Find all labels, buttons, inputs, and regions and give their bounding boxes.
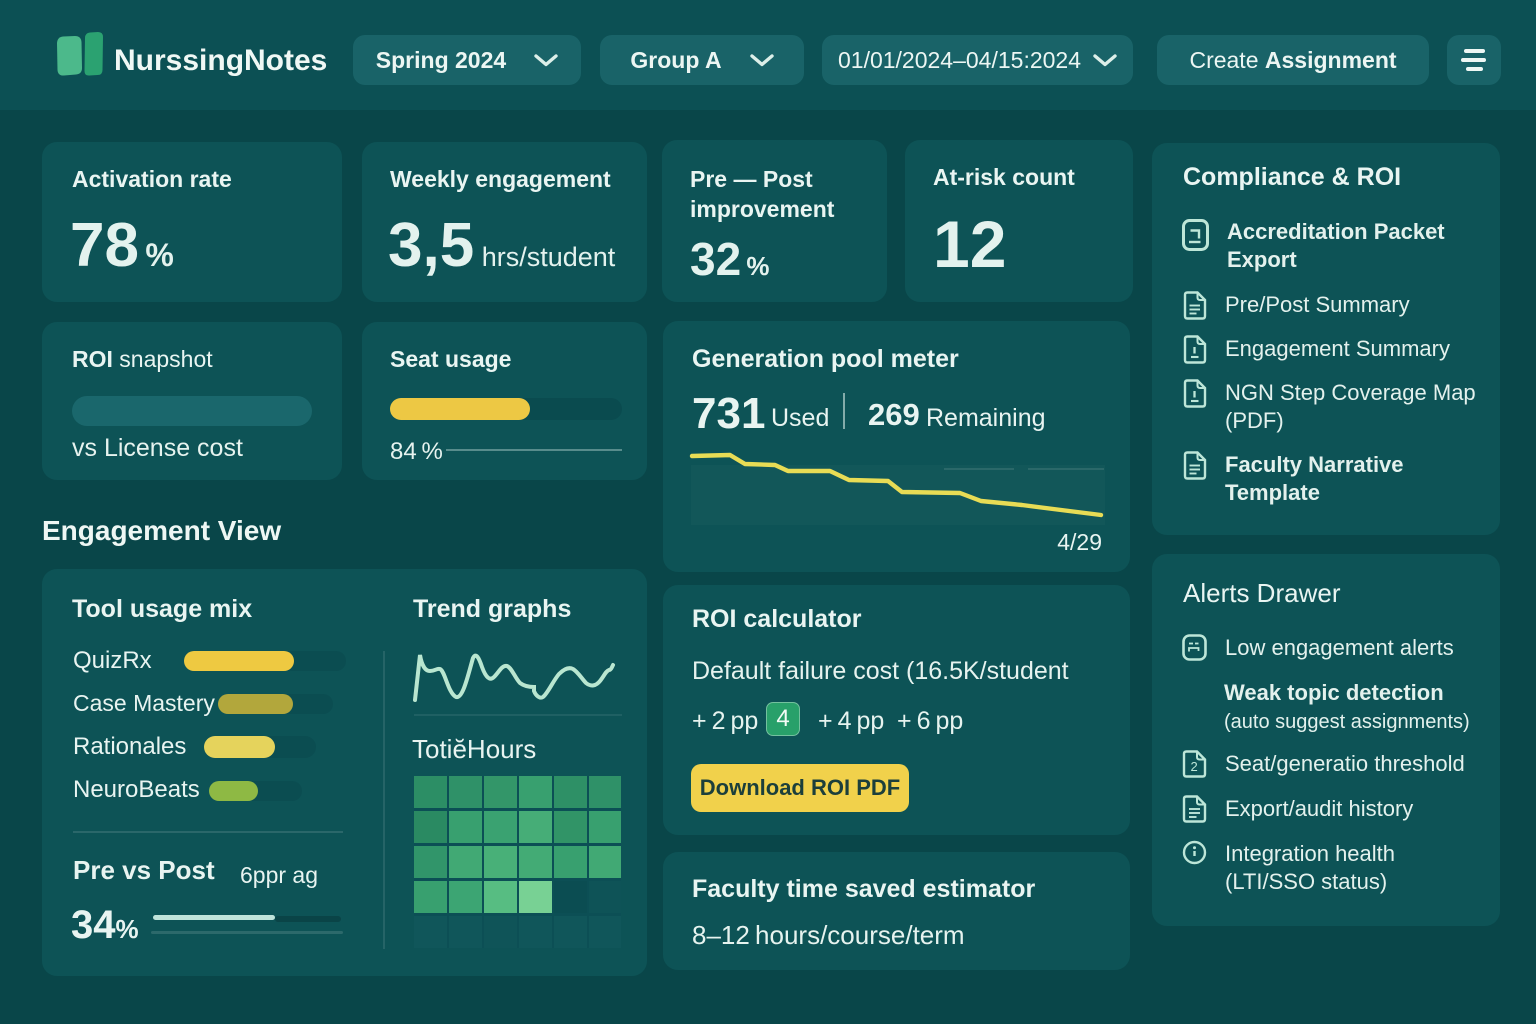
svg-text:2: 2	[1191, 759, 1198, 774]
